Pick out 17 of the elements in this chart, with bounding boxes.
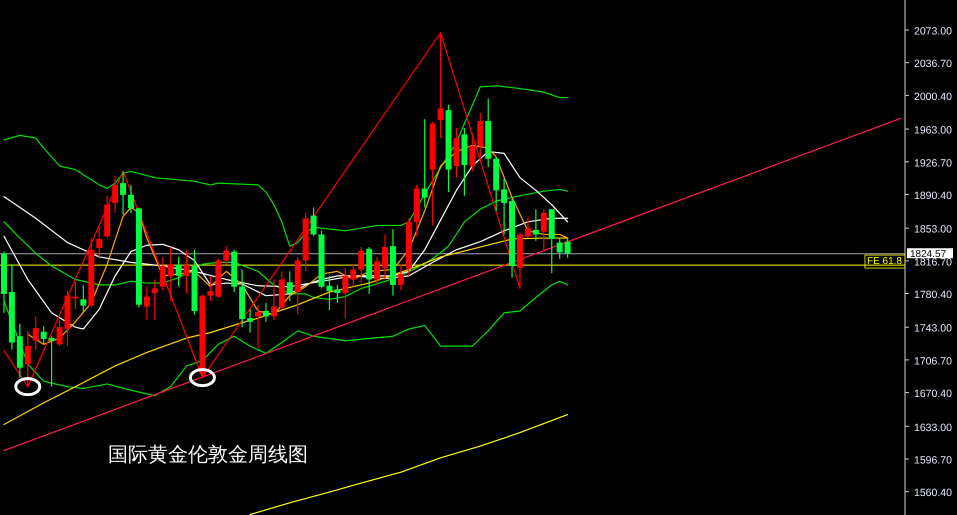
y-tick-label: 1706.70 [914,355,952,368]
y-tick-label: 1596.70 [914,454,952,466]
text: 国际黄金伦敦金周线图 [108,444,308,466]
y-tick-label: 1890.40 [914,190,952,202]
y-tick-label: 1780.40 [914,289,952,302]
y-tick-label: 1670.40 [914,388,952,400]
y-tick-label: 1963.00 [914,124,952,137]
y-tick-label: 1926.70 [914,157,952,170]
y-tick-label: 2000.40 [914,90,952,103]
y-tick-label: 2036.70 [914,58,952,70]
y-tick-label: 1633.00 [914,422,952,434]
y-tick-label: 1743.00 [914,322,952,335]
y-tick-label: 1853.00 [914,224,952,236]
y-tick-label: 1560.40 [914,487,952,500]
y-tick-label: 2073.00 [914,25,952,38]
y-tick-label: 1816.70 [914,256,952,268]
ref-line-label: FE 61.8 [866,256,902,268]
